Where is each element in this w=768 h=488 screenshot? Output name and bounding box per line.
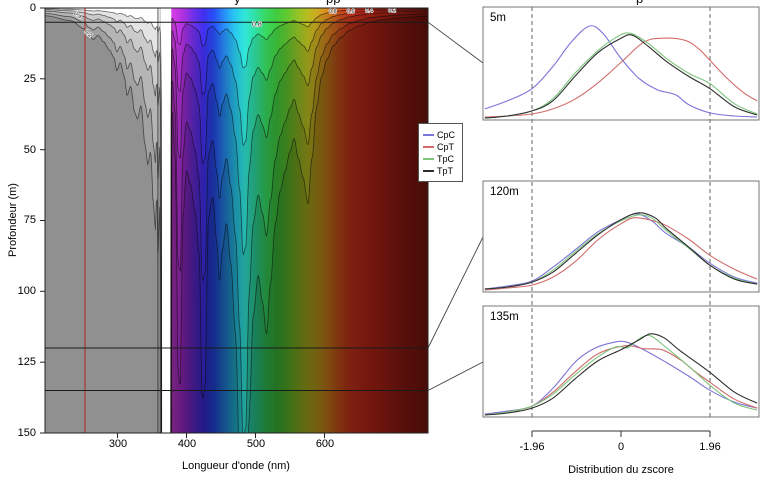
- y-tick-label-75: 75: [23, 214, 36, 226]
- contour-line-0.6: [45, 9, 428, 433]
- y-tick-label-25: 25: [23, 73, 36, 85]
- x-tick-label-600: 600: [315, 438, 335, 450]
- zscore-curve-135m-TpT: [484, 333, 758, 416]
- legend-item-cpt: CpT: [423, 141, 462, 153]
- contour-label: 0.2: [83, 29, 94, 39]
- zscore-panel-frame-120m: [482, 180, 760, 293]
- legend-item-tpt: TpT: [423, 165, 462, 177]
- x-tick-label-300: 300: [108, 438, 128, 450]
- legend-label-cpt: CpT: [437, 142, 455, 152]
- panel-label-120m: 120m: [490, 186, 519, 198]
- y-tick-label-50: 50: [23, 144, 36, 156]
- connector-line: [427, 21, 484, 64]
- zscore-curve-5m-CpT: [484, 37, 758, 118]
- y-tick-label-125: 125: [17, 356, 36, 368]
- zscore-curve-135m-TpC: [484, 334, 758, 416]
- x-tick-label-400: 400: [177, 438, 197, 450]
- panel-label-135m: 135m: [490, 311, 519, 323]
- left-x-axis-title: Longueur d'onde (nm): [182, 460, 290, 472]
- legend-label-cpc: CpC: [437, 130, 456, 140]
- cropped-title-strip: y pp p: [0, 0, 768, 5]
- contour-label: 0.6: [347, 9, 355, 15]
- contour-fill-0.6: [45, 9, 428, 433]
- x-tick-label-500: 500: [246, 438, 266, 450]
- contour-label: 0.4: [72, 11, 83, 21]
- legend-label-tpc: TpC: [437, 154, 455, 164]
- zscore-curve-120m-TpT: [484, 212, 758, 290]
- zscore-panel-frame-135m: [482, 305, 760, 418]
- contour-label: 0.2: [388, 8, 396, 14]
- contour-line-0.8: [45, 8, 428, 433]
- cropped-title-fragment: p: [636, 0, 643, 5]
- y-tick-label-100: 100: [17, 285, 36, 297]
- y-tick-label-150: 150: [17, 427, 36, 439]
- connector-line: [427, 236, 484, 349]
- zscore-curve-5m-CpC: [484, 25, 758, 118]
- connector-line: [427, 361, 484, 391]
- legend-line-tpt: [423, 170, 434, 172]
- visible-spectrum-band: [171, 8, 428, 433]
- zscore-tick-label-196: 1.96: [699, 441, 721, 453]
- panel-label-5m: 5m: [490, 12, 506, 24]
- y-tick-label-0: 0: [29, 2, 36, 14]
- contour-label: 0.4: [365, 8, 373, 14]
- zscore-panel-frame-5m: [482, 6, 760, 121]
- contour-line-0.1: [45, 15, 428, 433]
- zscore-curve-5m-TpT: [484, 34, 758, 119]
- zscore-curve-135m-CpT: [484, 345, 758, 416]
- zscore-curve-120m-CpC: [484, 213, 758, 290]
- zscore-tick-label-0: 0: [617, 441, 625, 453]
- contour-label: 0.8: [329, 9, 337, 15]
- contour-fill-0.4: [45, 11, 428, 433]
- legend: CpC CpT TpC TpT: [418, 123, 463, 182]
- legend-line-tpc: [423, 158, 434, 160]
- contour-line-0.4: [45, 10, 428, 433]
- zscore-curve-5m-TpC: [484, 32, 758, 119]
- contour-label: 0.8: [252, 21, 262, 28]
- left-contour-plot: 0.40.20.80.8 0.6 0.4 0.2: [45, 8, 428, 433]
- legend-item-cpc: CpC: [423, 129, 462, 141]
- legend-line-cpc: [423, 134, 434, 136]
- zscore-tick-label-neg196: -1.96: [519, 441, 545, 453]
- contour-line-0.2: [45, 13, 428, 433]
- contour-fill-0.8: [45, 8, 428, 433]
- legend-label-tpt: TpT: [437, 166, 454, 176]
- contour-fill-0.2: [45, 13, 428, 433]
- legend-item-tpc: TpC: [423, 153, 462, 165]
- legend-line-cpt: [423, 146, 434, 148]
- cropped-title-fragment: pp: [326, 0, 340, 5]
- right-x-axis-title: Distribution du zscore: [568, 464, 674, 476]
- cropped-title-fragment: y: [234, 0, 241, 5]
- zscore-curve-120m-CpT: [484, 217, 758, 291]
- contour-fill-0.1: [45, 15, 428, 433]
- zscore-curve-120m-TpC: [484, 214, 758, 290]
